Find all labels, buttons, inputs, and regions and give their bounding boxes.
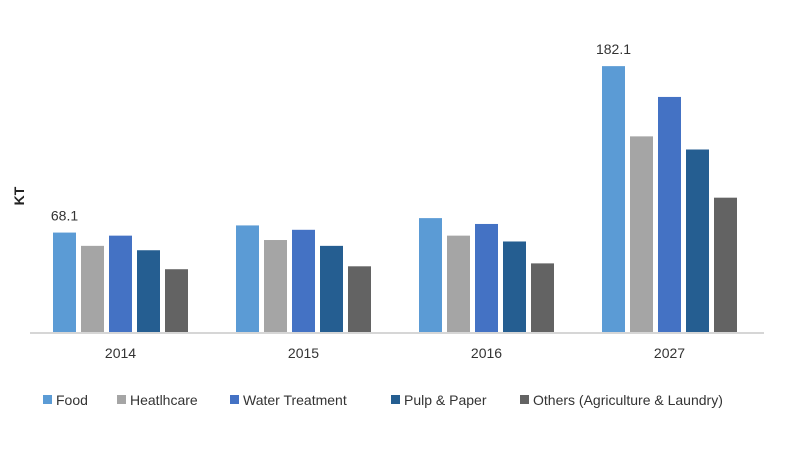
bar-2014-water-treatment [109,235,132,332]
legend-label-heatlhcare: Heatlhcare [130,392,198,408]
data-label-2014-food: 68.1 [51,208,78,224]
x-tick-label-2016: 2016 [471,345,502,361]
bar-2016-food [419,218,442,332]
bar-2016-pulp-paper [503,241,526,332]
bar-2027-pulp-paper [686,149,709,332]
bar-2015-heatlhcare [264,240,287,332]
bar-2015-pulp-paper [320,245,343,332]
bar-2027-food [602,66,625,332]
bar-2015-others-agriculture-laundry [348,266,371,332]
bar-2027-heatlhcare [630,136,653,332]
bar-2015-water-treatment [292,229,315,332]
legend-label-others-agriculture-laundry: Others (Agriculture & Laundry) [533,392,723,408]
legend-swatch-pulp-paper [391,395,400,404]
bar-2014-heatlhcare [81,245,104,332]
bar-2016-water-treatment [475,223,498,332]
legend-item-heatlhcare: Heatlhcare [117,392,198,408]
bar-2015-food [236,225,259,332]
legend-swatch-heatlhcare [117,395,126,404]
x-tick-label-2027: 2027 [654,345,685,361]
bar-2014-food [53,232,76,332]
legend-item-pulp-paper: Pulp & Paper [391,392,487,408]
x-tick-label-2015: 2015 [288,345,319,361]
legend-item-food: Food [43,392,88,408]
bar-2016-heatlhcare [447,235,470,332]
bar-2027-others-agriculture-laundry [714,197,737,332]
legend-label-pulp-paper: Pulp & Paper [404,392,487,408]
y-axis-title: KT [11,186,27,205]
data-label-2027-food: 182.1 [596,41,631,57]
bars-group [53,66,737,332]
legend-label-food: Food [56,392,88,408]
legend-item-water-treatment: Water Treatment [230,392,347,408]
data-labels: 68.1 182.1 [51,41,631,223]
legend-swatch-water-treatment [230,395,239,404]
x-tick-label-2014: 2014 [105,345,136,361]
bar-2016-others-agriculture-laundry [531,263,554,332]
legend-label-water-treatment: Water Treatment [243,392,347,408]
legend: Food Heatlhcare Water Treatment Pulp & Pape… [43,392,723,408]
x-tick-labels: 2014 2015 2016 2027 [105,345,685,361]
bar-2027-water-treatment [658,96,681,332]
bar-2014-pulp-paper [137,250,160,332]
legend-swatch-food [43,395,52,404]
bar-2014-others-agriculture-laundry [165,269,188,332]
legend-item-others-agriculture-laundry: Others (Agriculture & Laundry) [520,392,723,408]
legend-swatch-others-agriculture-laundry [520,395,529,404]
